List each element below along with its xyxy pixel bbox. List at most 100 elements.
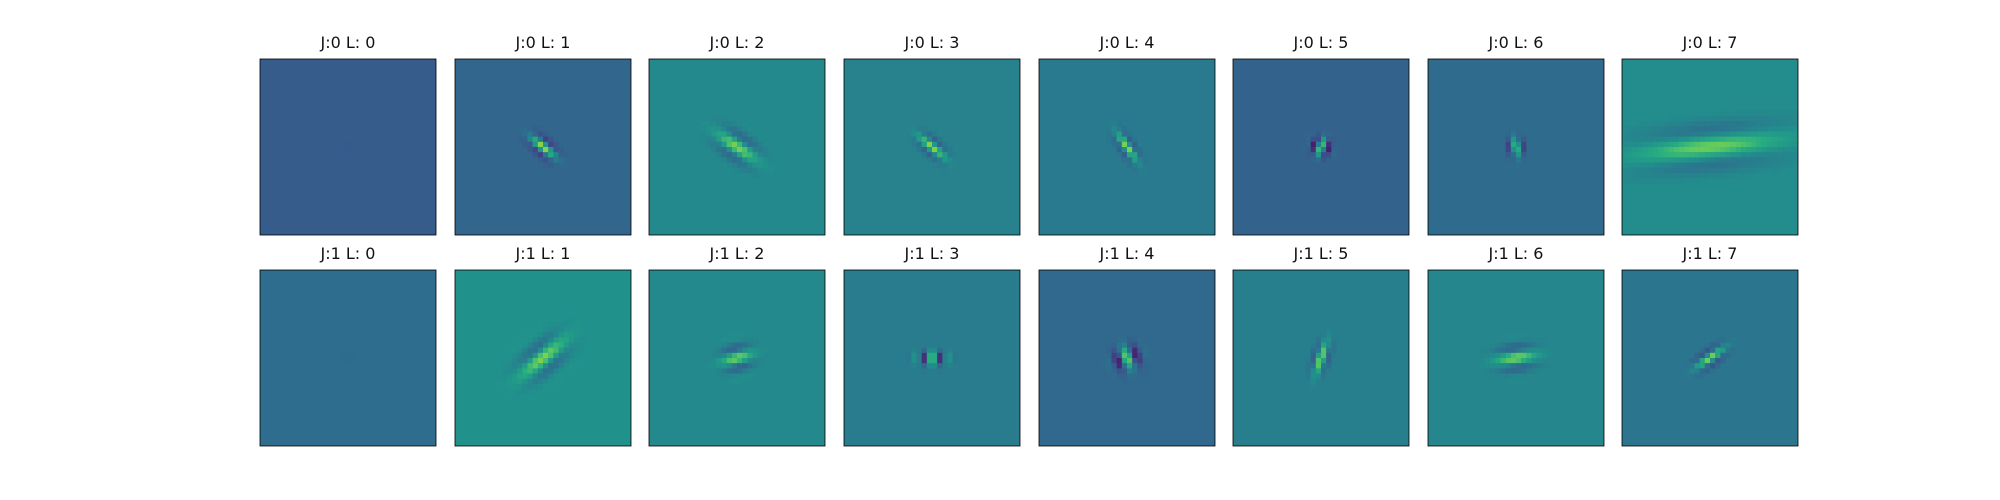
heatmap-cell [705, 121, 712, 127]
heatmap-cell [1720, 121, 1726, 127]
heatmap-cell [1720, 352, 1726, 359]
heatmap-cell [511, 378, 518, 385]
heatmap-cell [1694, 363, 1700, 369]
heatmap-cell [737, 162, 743, 168]
heatmap-cell [726, 332, 732, 338]
heatmap-cell [747, 373, 753, 379]
heatmap-cell [1761, 152, 1768, 158]
heatmap-panel [455, 270, 631, 446]
heatmap-cell [1751, 136, 1757, 142]
heatmap-cell [563, 373, 570, 379]
heatmap-cell [1510, 358, 1517, 364]
heatmap-cell [568, 326, 575, 333]
heatmap-cell [1704, 157, 1711, 163]
heatmap-cell [1704, 162, 1711, 168]
heatmap-cell [1521, 157, 1527, 163]
heatmap-cell [1505, 347, 1511, 353]
heatmap-cell [1772, 131, 1778, 137]
heatmap-cell [726, 352, 732, 359]
heatmap-cell [537, 352, 544, 359]
heatmap-cell [1622, 178, 1628, 184]
heatmap-cell [932, 352, 938, 359]
heatmap-cell [1326, 347, 1332, 353]
heatmap-cell [1116, 373, 1122, 379]
heatmap-cell [1516, 141, 1522, 148]
heatmap-cell [726, 141, 732, 148]
heatmap-cell [1684, 162, 1690, 168]
heatmap-cell [1315, 147, 1322, 153]
heatmap-cell [1730, 152, 1737, 158]
heatmap-cell [768, 152, 774, 158]
heatmap-cell [558, 358, 564, 364]
heatmap-cell [1689, 363, 1695, 369]
heatmap-cell [1668, 162, 1674, 168]
heatmap-cell [527, 383, 533, 390]
heatmap-cell [1761, 110, 1768, 117]
panel-border [1232, 58, 1410, 236]
heatmap-cell [1746, 157, 1752, 163]
heatmap-cell [1658, 136, 1664, 142]
heatmap-cell [537, 347, 544, 353]
heatmap-cell [527, 342, 533, 348]
heatmap-cell [527, 378, 533, 385]
heatmap-cell [773, 157, 779, 163]
heatmap-cell [1326, 363, 1332, 369]
heatmap-cell [1132, 162, 1138, 168]
heatmap-cell [506, 358, 513, 364]
heatmap-cell [1137, 167, 1143, 174]
heatmap-cell [947, 352, 953, 359]
heatmap-cell [1111, 131, 1117, 137]
heatmap-cell [1516, 337, 1522, 343]
heatmap-cell [1541, 347, 1548, 353]
heatmap-cell [1637, 162, 1643, 168]
heatmap-cell [932, 347, 938, 353]
heatmap-cell [1106, 131, 1112, 137]
heatmap-cell [1694, 121, 1700, 127]
heatmap-cell [1510, 342, 1517, 348]
heatmap-cell [1116, 131, 1122, 137]
heatmap-cell [1720, 136, 1726, 142]
heatmap-cell [1699, 178, 1705, 184]
heatmap-cell [1694, 147, 1700, 153]
heatmap-cell [511, 342, 518, 348]
heatmap-cell [1116, 126, 1122, 132]
panel-title: J:0 L: 4 [1099, 33, 1155, 52]
heatmap-cell [1121, 147, 1128, 153]
heatmap-cell [1137, 358, 1143, 364]
heatmap-cell [1792, 162, 1799, 168]
heatmap-cell [1761, 162, 1768, 168]
heatmap-cell [947, 358, 953, 364]
heatmap-cell [517, 126, 523, 132]
heatmap-cell [1720, 162, 1726, 168]
heatmap-cell [1772, 121, 1778, 127]
heatmap-panel [1622, 59, 1799, 235]
heatmap-cell [1730, 162, 1737, 168]
heatmap-cell [1710, 126, 1716, 132]
heatmap-cell [1751, 167, 1757, 174]
heatmap-cell [1720, 172, 1726, 179]
heatmap-cell [1715, 115, 1721, 122]
heatmap-cell [1751, 131, 1757, 137]
heatmap-cell [1622, 157, 1628, 163]
heatmap-cell [1305, 141, 1311, 148]
heatmap-cell [1704, 347, 1711, 353]
heatmap-cell [1121, 337, 1128, 343]
heatmap-cell [1142, 152, 1148, 158]
heatmap-cell [1510, 347, 1517, 353]
heatmap-cell [527, 326, 533, 333]
heatmap-cell [584, 337, 590, 343]
heatmap-cell [1116, 363, 1122, 369]
heatmap-cell [1121, 136, 1128, 142]
heatmap-cell [752, 157, 758, 163]
heatmap-cell [1510, 131, 1517, 137]
heatmap-cell [1637, 147, 1643, 153]
heatmap-cell [1121, 363, 1128, 369]
heatmap-cell [1326, 342, 1332, 348]
heatmap-cell [1336, 141, 1342, 148]
heatmap-cell [1547, 363, 1553, 369]
heatmap-cell [1710, 141, 1716, 148]
heatmap-cell [1531, 342, 1537, 348]
heatmap-cell [1500, 352, 1506, 359]
heatmap-cell [716, 358, 722, 364]
heatmap-cell [1310, 358, 1316, 364]
